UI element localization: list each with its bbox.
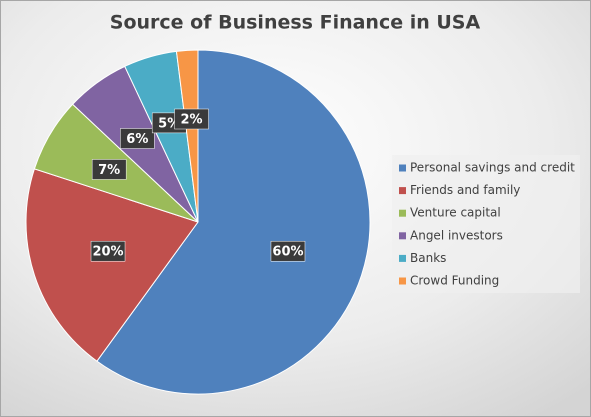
legend-label: Personal savings and credit [410,161,575,175]
legend-label: Crowd Funding [410,274,499,288]
legend-swatch [399,164,406,172]
pie-slice [96,49,371,395]
data-label-box [270,240,306,262]
data-label: 6% [126,132,148,147]
legend-label: Friends and family [410,183,520,197]
data-label-box [91,159,127,180]
legend-swatch [399,277,406,285]
pie-slice [25,168,199,362]
data-label: 7% [98,163,120,178]
legend-swatch [399,209,406,217]
data-label-box [90,240,126,262]
data-label: 2% [180,113,202,128]
legend-label: Banks [410,251,446,265]
pie-slice [175,49,199,223]
legend-swatch [399,232,406,240]
legend-swatch [399,254,406,262]
chart-title: Source of Business Finance in USA [110,12,481,34]
legend-swatch [399,187,406,195]
data-label: 20% [92,245,123,260]
data-label: 60% [272,245,303,260]
legend-box [392,155,580,293]
data-label-box [120,128,155,149]
legend-label: Angel investors [410,228,503,242]
legend-label: Venture capital [410,206,501,220]
data-label-box [174,108,209,130]
